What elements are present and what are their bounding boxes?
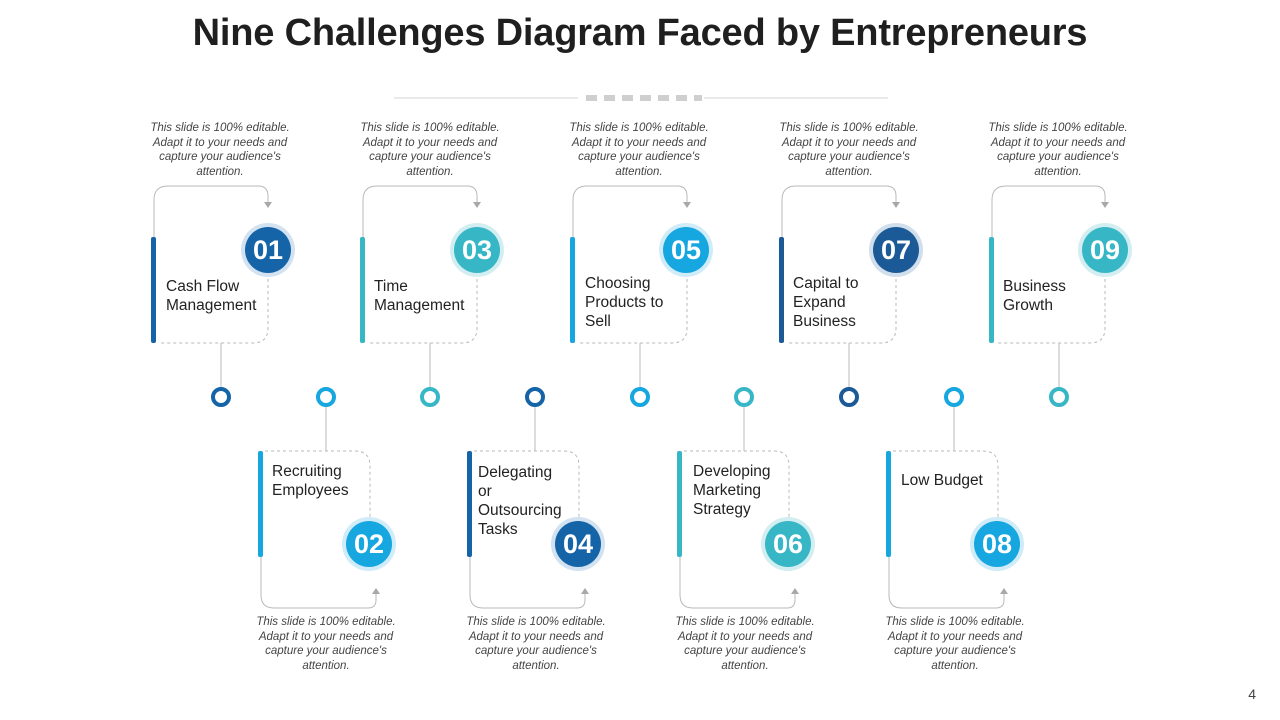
- timeline-dot-09: [1049, 387, 1069, 407]
- card-accent-bar: [989, 237, 994, 343]
- card-accent-bar: [570, 237, 575, 343]
- timeline-dot-05: [630, 387, 650, 407]
- card-accent-bar: [779, 237, 784, 343]
- arrow-head-icon: [683, 202, 691, 208]
- step-number-badge: 06: [765, 521, 811, 567]
- challenge-label: Low Budget: [901, 472, 983, 489]
- card-description: This slide is 100% editable. Adapt it to…: [256, 616, 396, 672]
- card-accent-bar: [467, 451, 472, 557]
- connector-line: [788, 273, 897, 344]
- card-description: This slide is 100% editable. Adapt it to…: [988, 122, 1128, 178]
- page-number: 4: [1248, 686, 1256, 702]
- card-accent-bar: [677, 451, 682, 557]
- card-description: This slide is 100% editable. Adapt it to…: [569, 122, 709, 178]
- step-number-badge: 07: [873, 227, 919, 273]
- connector-line: [572, 185, 688, 237]
- connector-line: [998, 273, 1106, 344]
- timeline-dot-03: [420, 387, 440, 407]
- challenge-label: Recruiting Employees: [272, 463, 349, 499]
- connector-line: [362, 185, 478, 237]
- step-number-badge: 08: [974, 521, 1020, 567]
- challenge-label: Capital to Expand Business: [793, 275, 859, 330]
- connector-line: [469, 557, 586, 609]
- timeline-dot-07: [839, 387, 859, 407]
- connector-line: [579, 273, 688, 344]
- timeline-dot-04: [525, 387, 545, 407]
- card-description: This slide is 100% editable. Adapt it to…: [779, 122, 919, 178]
- connector-line: [265, 450, 371, 520]
- step-number-badge: 04: [555, 521, 601, 567]
- card-connectors: [153, 185, 1109, 609]
- arrow-head-icon: [372, 588, 380, 594]
- card-accent-bar: [360, 237, 365, 343]
- challenge-label: Developing Marketing Strategy: [693, 463, 771, 518]
- connector-line: [888, 557, 1005, 609]
- step-number-badge: 03: [454, 227, 500, 273]
- connector-line: [153, 185, 269, 237]
- timeline-dot-08: [944, 387, 964, 407]
- arrow-head-icon: [1101, 202, 1109, 208]
- timeline-dot-01: [211, 387, 231, 407]
- timeline-dot-06: [734, 387, 754, 407]
- card-description: This slide is 100% editable. Adapt it to…: [885, 616, 1025, 672]
- connector-line: [679, 557, 796, 609]
- arrow-head-icon: [892, 202, 900, 208]
- arrow-head-icon: [791, 588, 799, 594]
- challenge-label: Time Management: [374, 278, 465, 314]
- page-title: Nine Challenges Diagram Faced by Entrepr…: [192, 12, 1088, 54]
- card-description: This slide is 100% editable. Adapt it to…: [466, 616, 606, 672]
- arrow-head-icon: [264, 202, 272, 208]
- step-number-badge: 01: [245, 227, 291, 273]
- connector-line: [160, 273, 269, 344]
- step-number-badge: 02: [346, 521, 392, 567]
- connector-line: [893, 450, 999, 520]
- challenge-label: Choosing Products to Sell: [585, 275, 664, 330]
- connector-line: [474, 450, 580, 520]
- arrow-head-icon: [473, 202, 481, 208]
- timeline-dot-02: [316, 387, 336, 407]
- connector-line: [781, 185, 897, 237]
- challenge-label: Delegating or Outsourcing Tasks: [478, 464, 562, 538]
- challenge-label: Business Growth: [1003, 278, 1066, 314]
- card-accent-bar: [258, 451, 263, 557]
- challenge-label: Cash Flow Management: [166, 278, 257, 314]
- connector-line: [369, 273, 478, 344]
- connector-line: [260, 557, 377, 609]
- connector-line: [991, 185, 1106, 237]
- arrow-head-icon: [581, 588, 589, 594]
- step-number-badge: 09: [1082, 227, 1128, 273]
- connector-line: [684, 450, 790, 520]
- card-accent-bar: [886, 451, 891, 557]
- arrow-head-icon: [1000, 588, 1008, 594]
- card-description: This slide is 100% editable. Adapt it to…: [675, 616, 815, 672]
- card-description: This slide is 100% editable. Adapt it to…: [150, 122, 290, 178]
- step-number-badge: 05: [663, 227, 709, 273]
- card-accent-bar: [151, 237, 156, 343]
- card-description: This slide is 100% editable. Adapt it to…: [360, 122, 500, 178]
